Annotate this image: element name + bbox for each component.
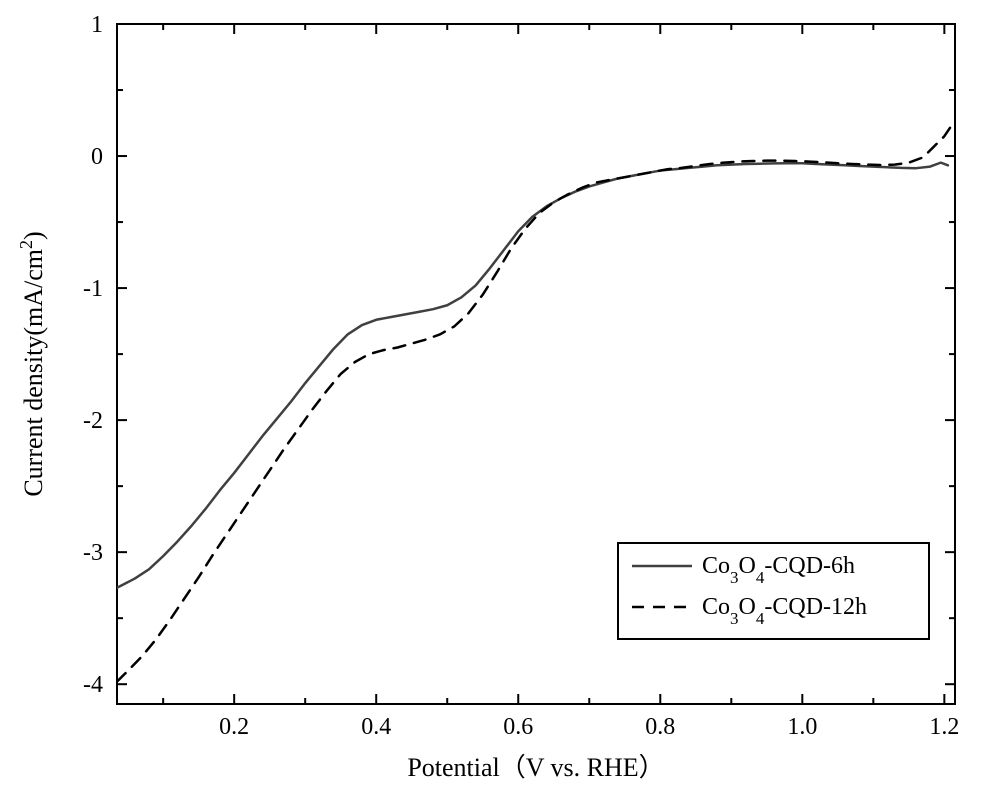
svg-text:0.8: 0.8 [645,714,675,740]
svg-text:1: 1 [91,12,103,38]
y-axis-title: Current density(mA/cm2) [16,231,48,496]
svg-text:0: 0 [91,144,103,170]
svg-text:0.4: 0.4 [361,714,391,740]
svg-text:-2: -2 [83,408,103,434]
svg-text:-1: -1 [83,276,103,302]
legend-label: Co3O4-CQD-12h [702,594,867,628]
chart-svg: 0.2 0.4 0.6 0.8 1.0 1.2 -4 -3 -2 -1 0 1 Co3O4-CQD-6h… [0,0,1000,809]
svg-text:-3: -3 [83,540,103,566]
svg-text:0.6: 0.6 [503,714,533,740]
svg-text:0.2: 0.2 [219,714,249,740]
chart-container: 0.2 0.4 0.6 0.8 1.0 1.2 -4 -3 -2 -1 0 1 Co3O4-CQD-6h… [0,0,1000,809]
series-Co3O4-CQD-6h [117,163,948,588]
svg-text:-4: -4 [83,672,103,698]
legend-label: Co3O4-CQD-6h [702,553,855,587]
x-axis-title: Potential（V vs. RHE） [407,753,664,782]
svg-text:1.0: 1.0 [787,714,817,740]
svg-text:1.2: 1.2 [929,714,959,740]
